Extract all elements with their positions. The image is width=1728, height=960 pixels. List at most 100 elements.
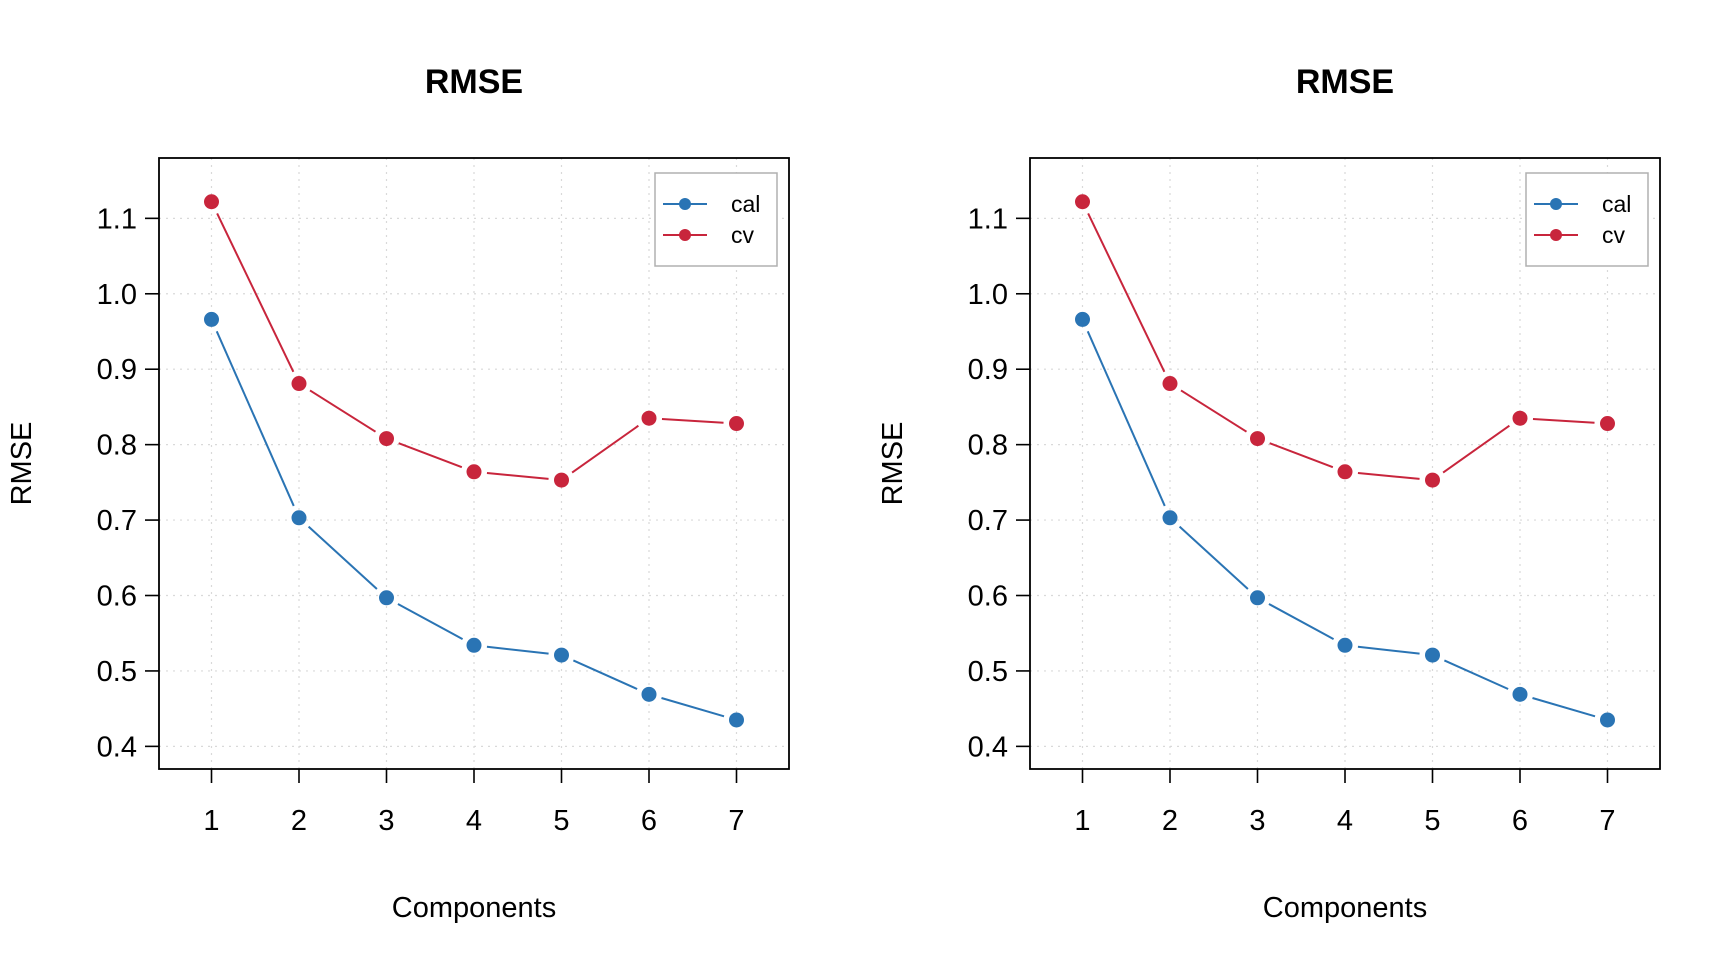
y-tick-label: 0.6 — [97, 581, 137, 613]
data-point — [1425, 472, 1440, 488]
series-cv — [1075, 194, 1615, 488]
series-line-segment — [571, 424, 639, 474]
series-line-segment — [486, 472, 549, 480]
data-point — [1512, 686, 1528, 702]
legend-marker — [679, 198, 691, 210]
data-point — [1250, 431, 1265, 447]
x-tick-label: 1 — [203, 805, 219, 837]
data-point — [729, 416, 744, 432]
data-point — [204, 311, 219, 327]
y-axis-label: RMSE — [877, 422, 909, 506]
data-point — [466, 637, 482, 653]
chart-panel-2: RMSE 1 2 3 4 5 6 7 0.4 0.5 0.6 0.7 0.8 0.9 1.0 1.1 Compo… — [877, 63, 1661, 924]
data-point — [641, 686, 657, 702]
data-point — [379, 431, 394, 447]
data-point — [1425, 647, 1440, 663]
data-point — [291, 376, 307, 392]
y-tick-label: 0.7 — [97, 505, 137, 537]
y-tick-label: 0.8 — [968, 430, 1008, 462]
legend-label: cv — [1602, 222, 1626, 248]
series-line-segment — [1357, 645, 1420, 655]
legend-item-cv: cv — [663, 222, 755, 248]
y-tick-label: 0.4 — [968, 731, 1008, 763]
data-point — [1337, 637, 1353, 653]
series-line-segment — [1442, 424, 1510, 474]
x-tick-label: 3 — [1249, 805, 1265, 837]
x-tick-label: 1 — [1074, 805, 1090, 837]
x-tick-label: 6 — [1512, 805, 1528, 837]
data-point — [641, 410, 657, 426]
series-line-segment — [215, 330, 295, 507]
series-line-segment — [1532, 697, 1596, 718]
x-tick-label: 5 — [1424, 805, 1440, 837]
data-point — [554, 472, 569, 488]
legend-label: cal — [731, 191, 760, 217]
data-point — [1600, 416, 1615, 432]
series-line-segment — [1087, 213, 1166, 373]
data-point — [1512, 410, 1528, 426]
legend-marker — [1550, 229, 1562, 241]
series-line-segment — [661, 418, 724, 424]
y-tick-label: 0.8 — [97, 430, 137, 462]
x-tick-label: 6 — [641, 805, 657, 837]
data-point — [1075, 194, 1090, 210]
series-cv — [204, 194, 744, 488]
x-tick-label: 7 — [1599, 805, 1615, 837]
x-tick-label: 5 — [553, 805, 569, 837]
legend-item-cal: cal — [663, 191, 760, 217]
legend-item-cv: cv — [1534, 222, 1626, 248]
x-tick-label: 2 — [291, 805, 307, 837]
series-line-segment — [1086, 330, 1166, 507]
y-tick-label: 0.4 — [97, 731, 137, 763]
series-line-segment — [216, 213, 295, 373]
y-tick-label: 0.9 — [97, 354, 137, 386]
series-line-segment — [397, 603, 464, 640]
series-line-segment — [486, 645, 549, 655]
chart-panel-1: RMSE 1 2 3 4 5 6 7 0.4 0.5 0.6 0.7 0.8 0.9 1.0 1.1 Compo… — [6, 63, 790, 924]
data-point — [1250, 590, 1265, 606]
x-axis-label: Components — [1263, 892, 1427, 924]
y-tick-label: 0.5 — [968, 656, 1008, 688]
series-line-segment — [1443, 659, 1509, 690]
legend-box — [1525, 172, 1649, 267]
legend-item-cal: cal — [1534, 191, 1631, 217]
x-tick-label: 7 — [728, 805, 744, 837]
data-point — [1075, 311, 1090, 327]
y-tick-label: 1.1 — [97, 203, 137, 235]
x-tick-label: 4 — [1337, 805, 1353, 837]
legend-box — [654, 172, 778, 267]
y-tick-label: 0.9 — [968, 354, 1008, 386]
data-point — [1337, 464, 1353, 480]
chart-title: RMSE — [1296, 63, 1394, 101]
legend: cal cv — [1525, 172, 1649, 267]
y-tick-label: 1.0 — [97, 279, 137, 311]
data-point — [729, 712, 744, 728]
data-point — [379, 590, 394, 606]
y-tick-label: 0.6 — [968, 581, 1008, 613]
series-line-segment — [309, 389, 377, 433]
x-axis-label: Components — [392, 892, 556, 924]
series-line-segment — [1180, 389, 1248, 433]
series-line-segment — [661, 697, 725, 718]
legend-label: cal — [1602, 191, 1631, 217]
y-axis-label: RMSE — [6, 422, 38, 506]
x-tick-label: 4 — [466, 805, 482, 837]
series-line-segment — [398, 442, 463, 469]
legend-label: cv — [731, 222, 755, 248]
data-point — [1600, 712, 1615, 728]
x-tick-label: 3 — [378, 805, 394, 837]
legend-marker — [1550, 198, 1562, 210]
series-cal — [1075, 311, 1615, 728]
data-point — [291, 510, 307, 526]
x-tick-label: 2 — [1162, 805, 1178, 837]
legend-marker — [679, 229, 691, 241]
data-point — [204, 194, 219, 210]
data-point — [1162, 376, 1178, 392]
legend: cal cv — [654, 172, 778, 267]
y-tick-label: 0.5 — [97, 656, 137, 688]
series-line-segment — [1532, 418, 1595, 424]
y-tick-label: 0.7 — [968, 505, 1008, 537]
series-line-segment — [572, 659, 638, 690]
data-point — [466, 464, 482, 480]
